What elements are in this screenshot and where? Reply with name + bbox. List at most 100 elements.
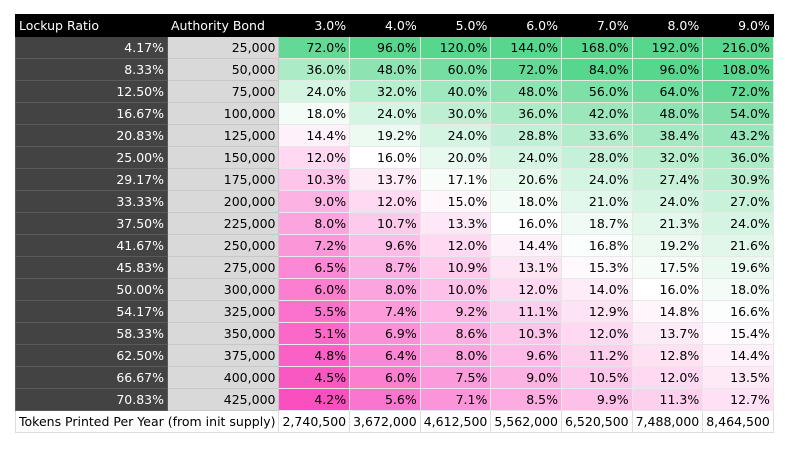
value-cell: 11.3% [631,388,704,411]
value-cell: 36.0% [490,102,562,125]
data-row: 16.67% 100,000 18.0% 24.0% 30.0% 36.0% 42.0% 48… [15,102,774,125]
value-cell: 24.0% [490,146,562,169]
row-label: 425,000 [166,388,280,411]
value-cell: 24.0% [419,124,492,147]
value-cell: 17.1% [419,168,492,191]
header-cell: 8.0% [631,14,704,37]
value-cell: 16.0% [631,278,704,301]
value-cell: 12.0% [490,278,562,301]
value-cell: 11.1% [490,300,562,323]
header-cell: Lockup Ratio [15,14,168,37]
value-cell: 11.2% [560,344,633,367]
footer-value: 7,488,000 [631,410,704,433]
value-cell: 12.0% [560,322,633,345]
value-cell: 27.0% [702,190,774,213]
row-label: 4.17% [15,36,168,59]
value-cell: 24.0% [702,212,774,235]
data-row: 70.83% 425,000 4.2% 5.6% 7.1% 8.5% 9.9% 11.3% 12… [15,388,774,411]
row-label: 25,000 [166,36,280,59]
value-cell: 9.6% [349,234,421,257]
value-cell: 64.0% [631,80,704,103]
data-row: 66.67% 400,000 4.5% 6.0% 7.5% 9.0% 10.5% 12.0% 1… [15,366,774,389]
value-cell: 54.0% [702,102,774,125]
value-cell: 4.8% [278,344,351,367]
value-cell: 10.3% [278,168,351,191]
row-label: 75,000 [166,80,280,103]
header-cell: 9.0% [702,14,774,37]
value-cell: 16.6% [702,300,774,323]
row-label: 54.17% [15,300,168,323]
value-cell: 24.0% [278,80,351,103]
value-cell: 9.0% [490,366,562,389]
data-row: 45.83% 275,000 6.5% 8.7% 10.9% 13.1% 15.3% 17.5… [15,256,774,279]
value-cell: 14.4% [278,124,351,147]
row-label: 400,000 [166,366,280,389]
row-label: 150,000 [166,146,280,169]
data-row: 4.17% 25,000 72.0% 96.0% 120.0% 144.0% 168.0% 1… [15,36,774,59]
header-cell: 6.0% [490,14,562,37]
value-cell: 192.0% [631,36,704,59]
value-cell: 9.6% [490,344,562,367]
value-cell: 40.0% [419,80,492,103]
header-cell: 5.0% [419,14,492,37]
value-cell: 16.0% [490,212,562,235]
value-cell: 21.0% [560,190,633,213]
value-cell: 12.9% [560,300,633,323]
row-label: 275,000 [166,256,280,279]
data-row: 20.83% 125,000 14.4% 19.2% 24.0% 28.8% 33.6% 38… [15,124,774,147]
value-cell: 12.8% [631,344,704,367]
value-cell: 7.4% [349,300,421,323]
value-cell: 6.9% [349,322,421,345]
value-cell: 32.0% [631,146,704,169]
value-cell: 19.6% [702,256,774,279]
row-label: 37.50% [15,212,168,235]
value-cell: 19.2% [349,124,421,147]
row-label: 100,000 [166,102,280,125]
value-cell: 13.5% [702,366,774,389]
data-row: 58.33% 350,000 5.1% 6.9% 8.6% 10.3% 12.0% 13.7%… [15,322,774,345]
heatmap-table: Lockup Ratio Authority Bond 3.0% 4.0% 5.0% 6.… [14,14,774,433]
value-cell: 36.0% [702,146,774,169]
value-cell: 5.6% [349,388,421,411]
value-cell: 9.9% [560,388,633,411]
value-cell: 96.0% [349,36,421,59]
data-row: 54.17% 325,000 5.5% 7.4% 9.2% 11.1% 12.9% 14.8%… [15,300,774,323]
value-cell: 28.0% [560,146,633,169]
header-cell: 3.0% [278,14,351,37]
value-cell: 20.0% [419,146,492,169]
footer-value: 3,672,000 [349,410,421,433]
row-label: 50.00% [15,278,168,301]
value-cell: 8.6% [419,322,492,345]
row-label: 20.83% [15,124,168,147]
value-cell: 9.2% [419,300,492,323]
row-label: 350,000 [166,322,280,345]
value-cell: 38.4% [631,124,704,147]
value-cell: 144.0% [490,36,562,59]
row-label: 8.33% [15,58,168,81]
value-cell: 84.0% [560,58,633,81]
value-cell: 5.5% [278,300,351,323]
value-cell: 24.0% [349,102,421,125]
row-label: 125,000 [166,124,280,147]
footer-label: Tokens Printed Per Year (from init suppl… [14,410,280,433]
value-cell: 10.3% [490,322,562,345]
footer-value: 8,464,500 [702,410,774,433]
value-cell: 16.8% [560,234,633,257]
value-cell: 14.4% [702,344,774,367]
value-cell: 15.4% [702,322,774,345]
value-cell: 108.0% [702,58,774,81]
value-cell: 16.0% [349,146,421,169]
value-cell: 15.3% [560,256,633,279]
value-cell: 12.7% [702,388,774,411]
value-cell: 13.7% [631,322,704,345]
data-row: 29.17% 175,000 10.3% 13.7% 17.1% 20.6% 24.0% 27… [15,168,774,191]
value-cell: 12.0% [419,234,492,257]
value-cell: 72.0% [278,36,351,59]
value-cell: 28.8% [490,124,562,147]
footer-value: 2,740,500 [278,410,351,433]
value-cell: 10.5% [560,366,633,389]
data-row: 33.33% 200,000 9.0% 12.0% 15.0% 18.0% 21.0% 24.… [15,190,774,213]
value-cell: 21.6% [702,234,774,257]
header-row: Lockup Ratio Authority Bond 3.0% 4.0% 5.0% 6.… [15,14,774,37]
